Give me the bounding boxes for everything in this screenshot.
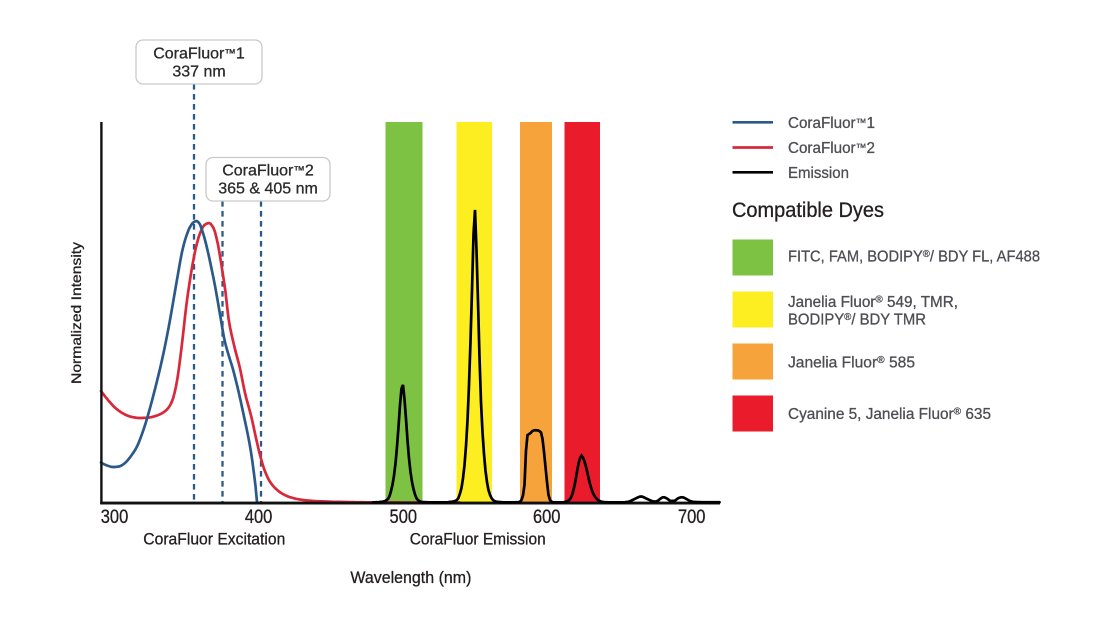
svg-text:400: 400 — [245, 507, 273, 528]
svg-text:500: 500 — [390, 507, 418, 528]
svg-text:337 nm: 337 nm — [172, 64, 225, 81]
svg-text:Wavelength (nm): Wavelength (nm) — [350, 568, 471, 587]
svg-text:CoraFluor™1: CoraFluor™1 — [788, 115, 875, 132]
svg-text:CoraFluor™2: CoraFluor™2 — [788, 140, 875, 157]
svg-text:300: 300 — [101, 507, 129, 528]
svg-text:CoraFluor Emission: CoraFluor Emission — [410, 530, 546, 549]
svg-text:600: 600 — [533, 507, 561, 528]
svg-text:Cyanine 5, Janelia Fluor® 635: Cyanine 5, Janelia Fluor® 635 — [788, 406, 991, 424]
svg-text:FITC, FAM, BODIPY®/ BDY FL, AF: FITC, FAM, BODIPY®/ BDY FL, AF488 — [788, 248, 1040, 266]
svg-text:Janelia Fluor® 585: Janelia Fluor® 585 — [788, 354, 915, 372]
svg-text:700: 700 — [678, 507, 706, 528]
svg-text:Compatible Dyes: Compatible Dyes — [732, 199, 884, 222]
svg-text:CoraFluor™2: CoraFluor™2 — [222, 163, 314, 180]
svg-text:Normalized Intensity: Normalized Intensity — [68, 242, 84, 384]
svg-text:CoraFluor Excitation: CoraFluor Excitation — [143, 530, 285, 549]
svg-text:CoraFluor™1: CoraFluor™1 — [153, 46, 245, 63]
svg-text:BODIPY®/ BDY TMR: BODIPY®/ BDY TMR — [788, 311, 926, 329]
svg-text:365 & 405 nm: 365 & 405 nm — [218, 181, 318, 198]
svg-text:Janelia Fluor® 549, TMR,: Janelia Fluor® 549, TMR, — [788, 293, 958, 311]
svg-text:Emission: Emission — [788, 165, 849, 182]
